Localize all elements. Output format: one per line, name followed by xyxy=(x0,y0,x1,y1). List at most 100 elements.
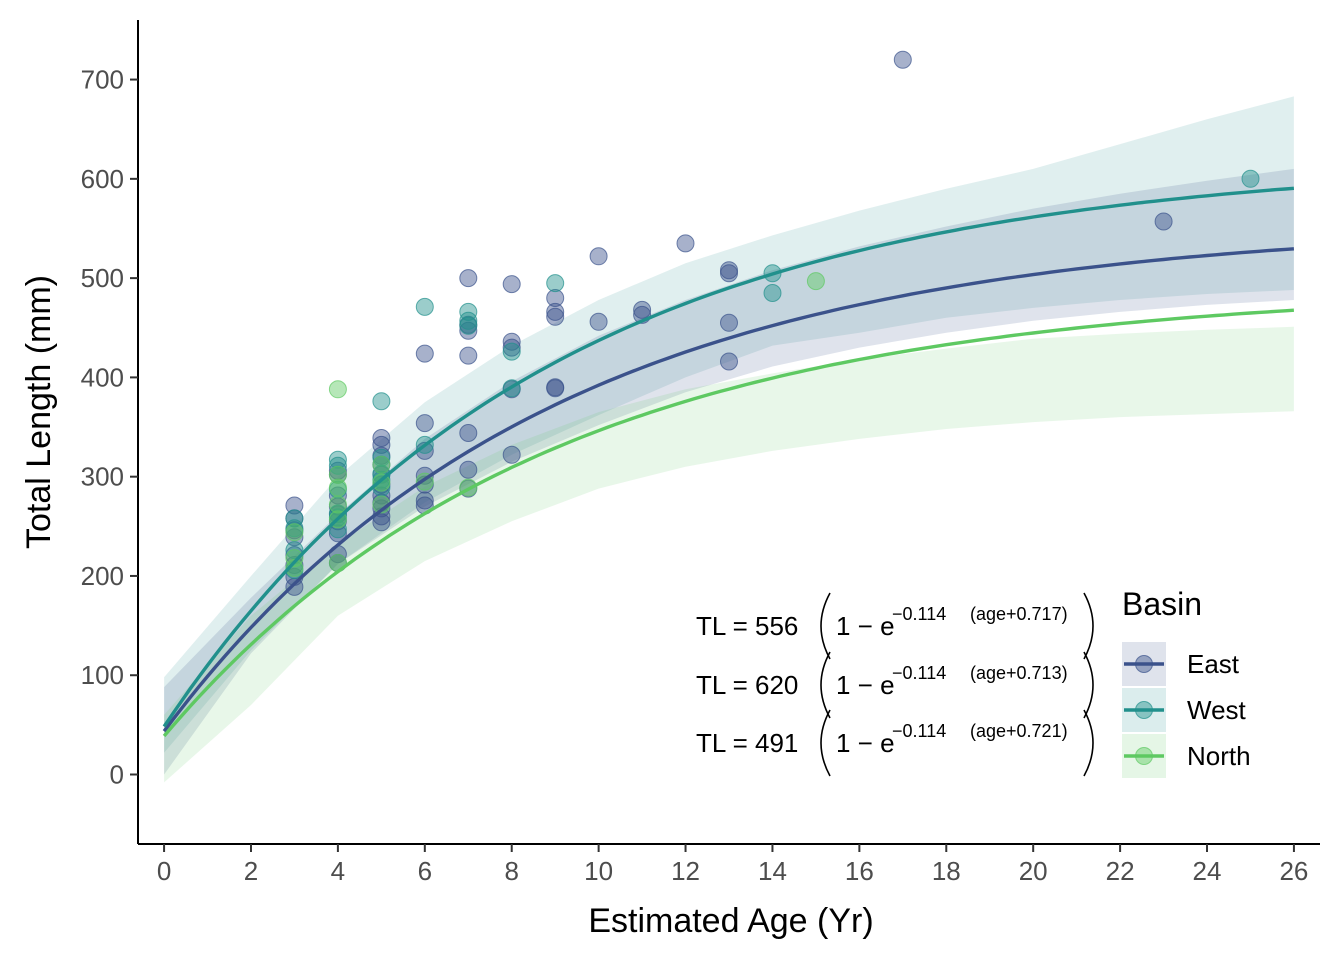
axes: 0 2 4 6 8 10 12 14 16 18 20 22 24 2601002003004005006… xyxy=(20,20,1320,940)
x-tick-label: 2 xyxy=(244,856,258,886)
data-point-north xyxy=(328,380,347,399)
data-point-east xyxy=(589,247,608,266)
data-point-east xyxy=(893,50,912,69)
data-point-east xyxy=(285,496,304,515)
data-point-east xyxy=(633,300,652,319)
x-tick-label: 26 xyxy=(1279,856,1308,886)
legend-label: East xyxy=(1187,649,1240,679)
data-point-east xyxy=(720,352,738,371)
data-point-east xyxy=(459,269,478,288)
x-tick-label: 6 xyxy=(418,856,432,886)
legend: Basin East West North xyxy=(1122,586,1251,778)
data-point-east xyxy=(285,577,304,596)
fit-line-east xyxy=(162,247,1295,733)
data-point-west xyxy=(415,297,434,316)
data-point-north xyxy=(806,272,825,291)
data-point-west xyxy=(372,448,391,467)
data-point-north xyxy=(285,523,304,542)
data-point-east xyxy=(415,414,434,433)
x-tick-label: 10 xyxy=(584,856,613,886)
equation-exponent-term: (age+0.721) xyxy=(970,721,1068,741)
equation-right-paren xyxy=(1083,709,1094,777)
data-point-east xyxy=(459,346,478,365)
confidence-band-east xyxy=(164,168,1294,775)
fit-line-west xyxy=(162,186,1295,728)
data-point-east xyxy=(372,429,391,447)
confidence-bands xyxy=(164,96,1294,783)
data-point-east xyxy=(415,491,434,510)
data-point-west xyxy=(1241,169,1260,188)
x-tick-label: 22 xyxy=(1106,856,1135,886)
equation-exponent-term: (age+0.717) xyxy=(970,604,1068,624)
legend-key-point xyxy=(1135,655,1153,673)
data-point-east xyxy=(546,289,565,307)
data-point-north xyxy=(328,495,347,514)
y-tick-label: 600 xyxy=(81,164,124,194)
data-point-east xyxy=(546,379,565,398)
data-point-east xyxy=(415,344,434,363)
x-tick-label: 16 xyxy=(845,856,874,886)
equation-exponent-rate: −0.114 xyxy=(892,721,946,741)
data-point-north xyxy=(285,549,304,568)
y-tick-label: 0 xyxy=(110,760,124,790)
data-point-west xyxy=(328,450,347,469)
equation-base: 1 − e xyxy=(836,728,895,758)
legend-item-north: North xyxy=(1122,734,1251,778)
equation-coefficient: TL = 620 xyxy=(696,670,798,700)
data-point-west xyxy=(459,316,478,335)
x-tick-label: 0 xyxy=(157,856,171,886)
x-tick-label: 24 xyxy=(1193,856,1222,886)
legend-item-west: West xyxy=(1122,688,1247,732)
fit-line-north xyxy=(162,308,1295,738)
confidence-band-north xyxy=(164,326,1294,783)
equation-north: TL = 491 1 − e−0.114 (age+0.721) xyxy=(696,709,1094,777)
equation-exponent-rate: −0.114 xyxy=(892,604,946,624)
data-point-east xyxy=(372,435,391,454)
data-point-east xyxy=(502,275,521,294)
data-point-east xyxy=(546,307,565,326)
data-point-east xyxy=(720,313,738,332)
data-point-west xyxy=(372,392,391,411)
x-axis-title: Estimated Age (Yr) xyxy=(588,902,873,940)
data-point-west xyxy=(546,274,565,293)
legend-title: Basin xyxy=(1122,586,1202,622)
x-tick-label: 8 xyxy=(504,856,518,886)
legend-key-point xyxy=(1135,747,1153,765)
x-tick-label: 20 xyxy=(1019,856,1048,886)
data-point-north xyxy=(328,465,347,484)
equation-exponent-rate: −0.114 xyxy=(892,663,946,683)
data-point-north xyxy=(285,559,304,577)
legend-item-east: East xyxy=(1122,642,1240,686)
legend-key-point xyxy=(1135,701,1153,719)
data-point-west xyxy=(763,284,782,302)
data-point-west xyxy=(502,342,521,361)
confidence-band-west xyxy=(164,96,1294,753)
equation-west: TL = 620 1 − e−0.114 (age+0.713) xyxy=(696,651,1094,719)
equation-right-paren xyxy=(1083,592,1094,660)
equation-coefficient: TL = 556 xyxy=(696,611,798,641)
equation-exponent-term: (age+0.713) xyxy=(970,663,1068,683)
data-point-east xyxy=(502,445,521,464)
data-point-east xyxy=(720,264,738,283)
data-point-east xyxy=(459,321,478,340)
equation-left-paren xyxy=(820,592,831,660)
data-point-north xyxy=(328,478,347,497)
legend-label: North xyxy=(1187,741,1251,771)
x-tick-label: 14 xyxy=(758,856,787,886)
data-point-east xyxy=(459,424,478,442)
y-tick-label: 700 xyxy=(81,65,124,95)
data-point-east xyxy=(589,312,608,331)
data-point-north xyxy=(372,455,391,474)
data-point-west xyxy=(285,519,304,538)
fit-curves xyxy=(162,186,1295,738)
y-tick-label: 100 xyxy=(81,660,124,690)
data-point-east xyxy=(328,524,347,543)
equation-east: TL = 556 1 − e−0.114 (age+0.717) xyxy=(696,592,1094,660)
equation-left-paren xyxy=(820,709,831,777)
x-tick-label: 4 xyxy=(331,856,345,886)
legend-label: West xyxy=(1187,695,1247,725)
equation-coefficient: TL = 491 xyxy=(696,728,798,758)
equation-right-paren xyxy=(1083,651,1094,719)
equation-base: 1 − e xyxy=(836,611,895,641)
